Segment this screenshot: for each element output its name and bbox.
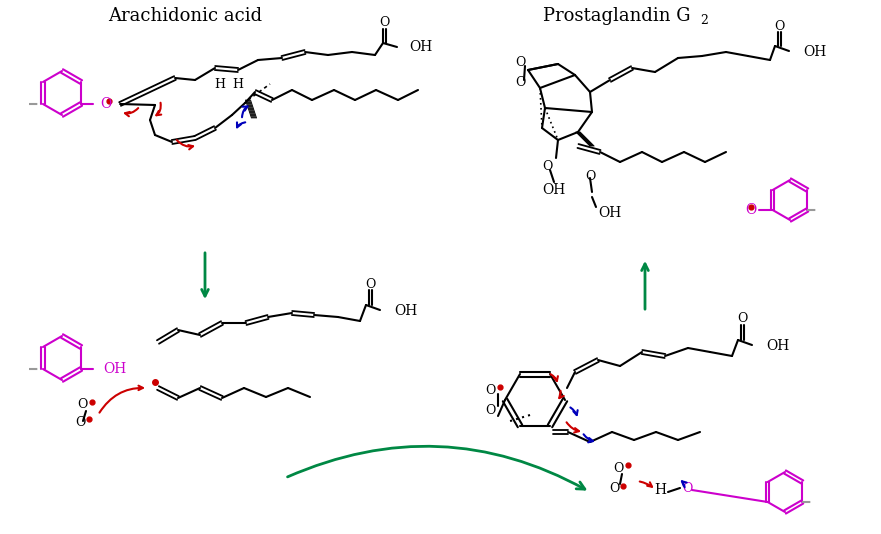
Text: O: O [485, 404, 495, 418]
Text: O: O [379, 15, 389, 28]
Text: O: O [100, 97, 111, 111]
Text: O: O [745, 203, 757, 217]
Text: O: O [515, 75, 525, 89]
Text: O: O [77, 398, 87, 412]
Text: H: H [654, 483, 666, 497]
Text: O: O [515, 56, 525, 68]
Text: O: O [737, 312, 747, 326]
Text: O: O [485, 383, 495, 397]
Text: H: H [233, 78, 243, 91]
Text: O: O [613, 461, 623, 475]
Text: O: O [682, 482, 692, 494]
Text: OH: OH [543, 183, 566, 197]
Text: O: O [585, 169, 596, 183]
Text: OH: OH [394, 304, 418, 318]
Text: OH: OH [803, 45, 826, 59]
Text: H: H [214, 78, 226, 91]
Text: Prostaglandin G: Prostaglandin G [543, 7, 691, 25]
Text: OH: OH [103, 362, 126, 376]
Text: Arachidonic acid: Arachidonic acid [108, 7, 262, 25]
Text: OH: OH [766, 339, 789, 353]
Text: 2: 2 [700, 14, 707, 27]
Text: O: O [774, 20, 784, 33]
Text: O: O [365, 278, 375, 290]
Text: O: O [543, 160, 553, 172]
Text: OH: OH [598, 206, 621, 220]
Text: O: O [609, 483, 619, 496]
Text: OH: OH [409, 40, 433, 54]
Text: O: O [75, 415, 85, 428]
